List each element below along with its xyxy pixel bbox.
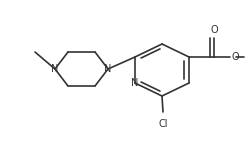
- Text: O: O: [231, 52, 239, 62]
- Text: N: N: [51, 64, 59, 74]
- Text: Cl: Cl: [158, 119, 168, 129]
- Text: N: N: [131, 78, 139, 88]
- Text: O: O: [210, 25, 218, 35]
- Text: N: N: [104, 64, 112, 74]
